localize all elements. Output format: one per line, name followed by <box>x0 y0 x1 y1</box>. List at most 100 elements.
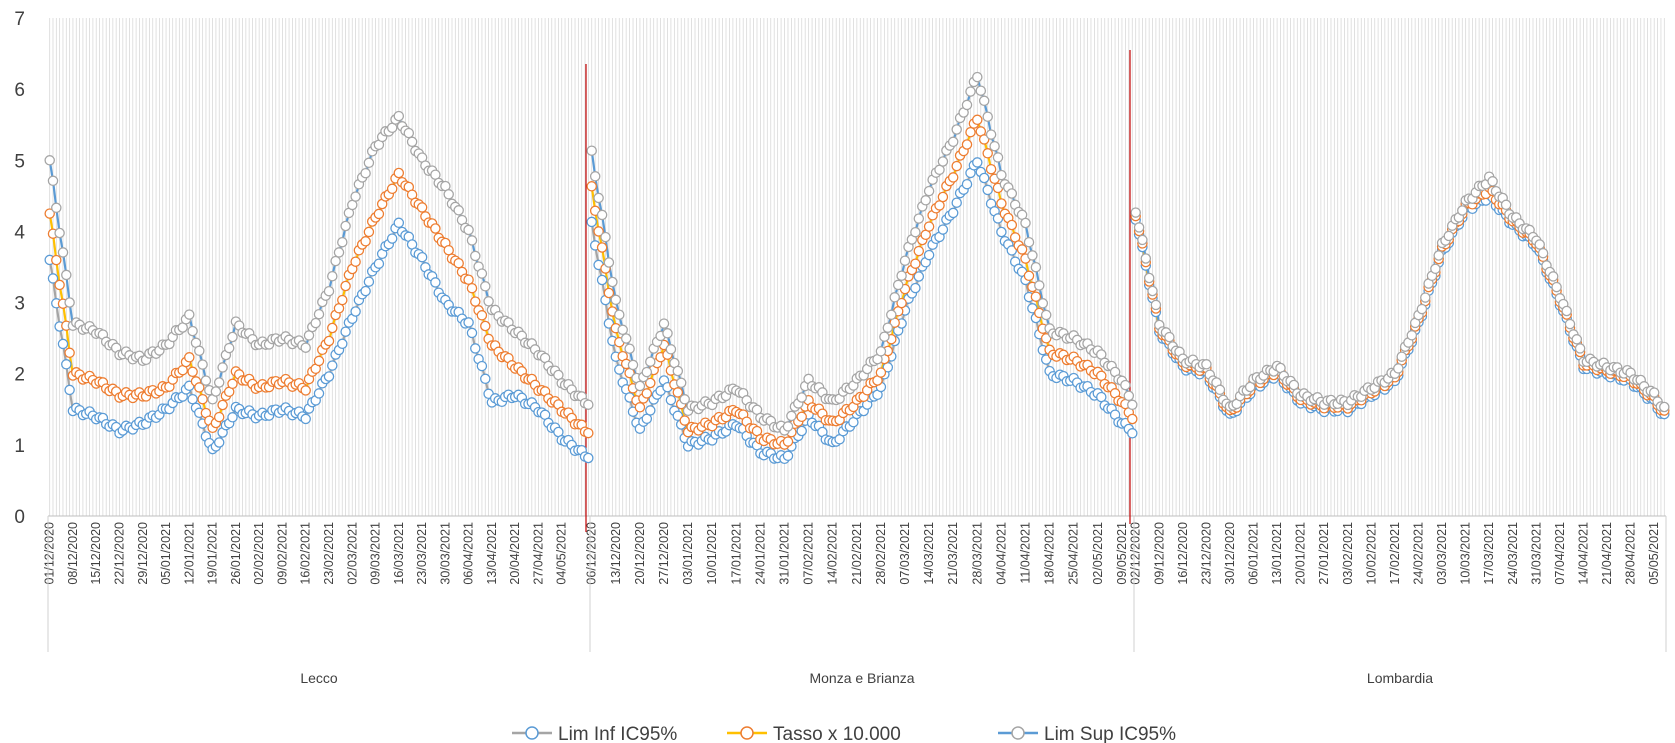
point-lim_sup <box>603 257 615 268</box>
legend-marker <box>740 726 754 740</box>
point-lim_sup <box>658 318 670 329</box>
point-lim_sup <box>634 380 646 392</box>
point-lim_sup <box>443 189 454 200</box>
point-lim_sup <box>1137 234 1148 246</box>
point-lim_sup <box>1143 272 1155 284</box>
x-tick-label: 05/01/2021 <box>159 522 173 585</box>
x-tick-label: 03/01/2021 <box>681 522 695 585</box>
x-tick-label: 05/05/2021 <box>1647 522 1661 585</box>
x-tick-label: 02/03/2021 <box>345 522 359 585</box>
point-lim_sup <box>64 297 75 308</box>
point-lim_sup <box>947 136 959 148</box>
x-tick-label: 23/03/2021 <box>415 522 429 585</box>
point-lim_inf <box>961 178 973 190</box>
point-lim_sup <box>1574 343 1586 354</box>
point-lim_inf <box>586 216 597 228</box>
point-lim_sup <box>614 309 625 320</box>
point-tasso <box>44 208 55 219</box>
point-lim_sup <box>1164 331 1175 343</box>
point-lim_sup <box>1500 199 1512 211</box>
point-lim_sup <box>47 175 59 187</box>
point-tasso <box>1016 244 1028 255</box>
point-lim_sup <box>470 250 481 262</box>
x-tick-label: 09/05/2021 <box>1115 522 1129 585</box>
point-tasso <box>300 385 311 396</box>
x-tick-label: 07/02/2021 <box>802 522 816 585</box>
point-lim_sup <box>1006 188 1018 199</box>
point-lim_sup <box>978 95 990 107</box>
point-tasso <box>340 280 351 292</box>
x-tick-label: 30/12/2020 <box>1223 522 1237 585</box>
point-lim_sup <box>1133 222 1145 233</box>
point-lim_sup <box>1420 292 1431 303</box>
x-tick-label: 27/01/2021 <box>1317 522 1331 585</box>
point-lim_sup <box>300 342 311 353</box>
point-lim_sup <box>886 309 897 321</box>
y-tick-label: 3 <box>14 294 25 315</box>
x-tick-label: 02/05/2021 <box>1091 522 1105 585</box>
x-tick-label: 04/05/2021 <box>555 522 569 585</box>
point-lim_sup <box>675 377 687 389</box>
point-lim_sup <box>875 346 887 357</box>
point-lim_inf <box>337 338 348 350</box>
point-lim_sup <box>899 255 911 266</box>
x-tick-label: 24/01/2021 <box>753 522 767 585</box>
point-lim_inf <box>61 359 72 370</box>
point-tasso <box>972 114 983 126</box>
point-lim_sup <box>360 167 371 179</box>
point-tasso <box>443 244 454 256</box>
point-lim_sup <box>200 375 212 386</box>
x-tick-label: 24/02/2021 <box>1412 522 1426 585</box>
point-lim_inf <box>972 157 983 168</box>
legend-label-tasso: Tasso x 10.000 <box>773 724 901 743</box>
point-lim_sup <box>1551 281 1562 293</box>
point-lim_sup <box>1487 176 1498 187</box>
x-tick-label: 23/12/2020 <box>1199 522 1213 585</box>
point-tasso <box>227 378 238 390</box>
point-lim_inf <box>386 233 398 244</box>
x-tick-label: 09/12/2020 <box>1152 522 1166 585</box>
x-tick-label: 28/02/2021 <box>874 522 888 585</box>
point-lim_sup <box>600 231 611 243</box>
point-lim_sup <box>194 345 205 357</box>
point-tasso <box>586 181 597 192</box>
point-lim_sup <box>961 99 973 111</box>
point-tasso <box>951 160 962 172</box>
point-lim_sup <box>879 331 890 342</box>
point-lim_inf <box>951 197 962 208</box>
point-lim_sup <box>593 192 604 204</box>
x-tick-label: 18/04/2021 <box>1043 522 1057 585</box>
point-lim_sup <box>480 281 491 292</box>
point-lim_sup <box>184 309 195 320</box>
point-tasso <box>634 402 646 413</box>
point-tasso <box>583 427 594 439</box>
point-lim_sup <box>1040 309 1052 321</box>
x-tick-label: 17/02/2021 <box>1388 522 1402 585</box>
point-lim_sup <box>1547 271 1559 282</box>
point-tasso <box>947 172 959 183</box>
point-lim_inf <box>476 360 488 372</box>
point-tasso <box>641 388 653 399</box>
point-lim_sup <box>992 152 1004 163</box>
point-lim_sup <box>403 127 415 139</box>
point-tasso <box>1006 219 1018 231</box>
x-tick-label: 17/01/2021 <box>729 522 743 585</box>
point-lim_inf <box>213 437 225 448</box>
x-tick-label: 07/04/2021 <box>1553 522 1567 585</box>
point-tasso <box>961 139 973 150</box>
point-lim_sup <box>985 129 997 140</box>
point-lim_sup <box>61 269 72 281</box>
point-lim_sup <box>223 342 235 354</box>
point-lim_sup <box>627 359 639 371</box>
point-lim_inf <box>47 273 59 284</box>
point-lim_inf <box>463 317 474 328</box>
point-tasso <box>187 366 198 378</box>
point-lim_inf <box>1006 245 1018 256</box>
x-tick-label: 11/04/2021 <box>1019 522 1033 584</box>
y-tick-label: 6 <box>14 80 25 101</box>
point-lim_sup <box>340 220 351 232</box>
point-tasso <box>217 399 228 411</box>
y-tick-label: 0 <box>14 507 25 528</box>
point-lim_inf <box>350 306 361 317</box>
point-lim_sup <box>1564 318 1576 330</box>
